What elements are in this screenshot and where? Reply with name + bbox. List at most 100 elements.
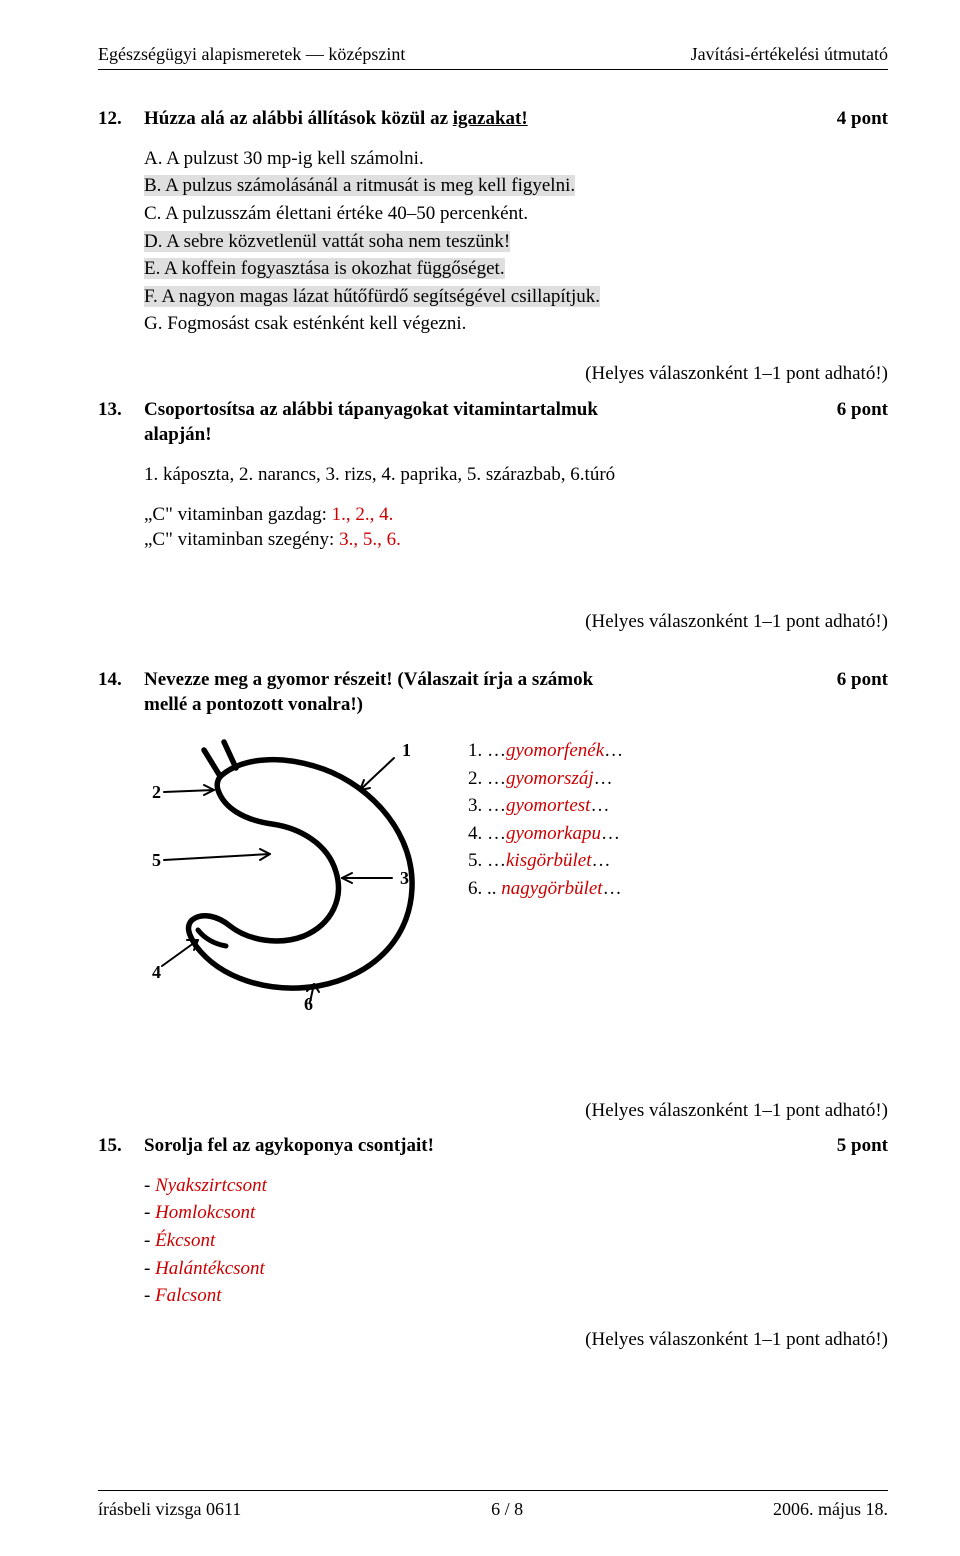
q14-a2-dots: … <box>482 768 506 789</box>
q12-title-underline: igazakat! <box>453 108 528 129</box>
svg-text:3: 3 <box>400 868 409 888</box>
page: Egészségügyi alapismeretek — középszint … <box>0 0 960 1556</box>
q14-a2: 2. …gyomorszáj… <box>468 766 623 792</box>
q14-a6-dots2: … <box>603 878 622 899</box>
q15-v3: Ékcsont <box>155 1230 215 1251</box>
header-left: Egészségügyi alapismeretek — középszint <box>98 44 405 65</box>
q14-a3-dots2: … <box>590 795 609 816</box>
q15-number: 15. <box>98 1133 144 1159</box>
q12-stmt-c: C. A pulzusszám élettani értéke 40–50 pe… <box>144 201 888 227</box>
q15-row: 15. Sorolja fel az agykoponya csontjait!… <box>98 1133 888 1159</box>
q13-title: Csoportosítsa az alábbi tápanyagokat vit… <box>144 397 837 448</box>
q14-figure: 1 2 3 4 5 6 <box>144 730 444 1018</box>
q14-a6-num: 6. <box>468 878 482 899</box>
q14-title-l2: mellé a pontozott vonalra!) <box>144 694 363 715</box>
q15-b1: - <box>144 1175 155 1196</box>
svg-text:1: 1 <box>402 740 411 760</box>
q15-b2: - <box>144 1202 155 1223</box>
svg-text:6: 6 <box>304 994 313 1010</box>
q13-note: (Helyes válaszonként 1–1 pont adható!) <box>98 609 888 635</box>
q12-stmt-d-hl: D. A sebre közvetlenül vattát soha nem t… <box>144 231 510 252</box>
q14-note: (Helyes válaszonként 1–1 pont adható!) <box>98 1098 888 1124</box>
q14-a1-num: 1. <box>468 740 482 761</box>
header-row: Egészségügyi alapismeretek — középszint … <box>98 44 888 65</box>
q14-a5-dots2: … <box>592 850 611 871</box>
q12-stmt-f-hl: F. A nagyon magas lázat hűtőfürdő segíts… <box>144 286 600 307</box>
q12-stmt-a: A. A pulzust 30 mp-ig kell számolni. <box>144 146 888 172</box>
q12-stmt-b-hl: B. A pulzus számolásánál a ritmusát is m… <box>144 175 575 196</box>
q14-row: 14. Nevezze meg a gyomor részeit! (Válas… <box>98 667 888 718</box>
q15-points: 5 pont <box>837 1133 888 1159</box>
q14-a2-num: 2. <box>468 768 482 789</box>
q12-stmt-d: D. A sebre közvetlenül vattát soha nem t… <box>144 229 888 255</box>
q15-v4: Halántékcsont <box>155 1258 265 1279</box>
q15-b4: - <box>144 1258 155 1279</box>
q15-a5: - Falcsont <box>144 1283 888 1309</box>
svg-text:2: 2 <box>152 782 161 802</box>
q15-b5: - <box>144 1285 155 1306</box>
q14-a6-dots: .. <box>482 878 496 899</box>
q12-stmt-f: F. A nagyon magas lázat hűtőfürdő segíts… <box>144 284 888 310</box>
q12-stmt-g: G. Fogmosást csak esténként kell végezni… <box>144 311 888 337</box>
q14-title: Nevezze meg a gyomor részeit! (Válaszait… <box>144 667 837 718</box>
q15-answers: - Nyakszirtcsont - Homlokcsont - Ékcsont… <box>144 1173 888 1309</box>
q14-a4-dots2: … <box>601 823 620 844</box>
svg-text:4: 4 <box>152 962 161 982</box>
q14-a2-dots2: … <box>594 768 613 789</box>
q14-figure-row: 1 2 3 4 5 6 1. …gyomorfenék… 2. …gyomors… <box>144 730 888 1018</box>
header-rule <box>98 69 888 70</box>
spacer <box>98 577 888 599</box>
q14-a5-dots: … <box>482 850 506 871</box>
q14-a5-num: 5. <box>468 850 482 871</box>
footer-rule <box>98 1490 888 1491</box>
spacer <box>98 1018 888 1088</box>
q14-a1-dots: … <box>482 740 506 761</box>
q15-v2: Homlokcsont <box>155 1202 255 1223</box>
q14-a1: 1. …gyomorfenék… <box>468 738 623 764</box>
svg-text:5: 5 <box>152 850 161 870</box>
q14-a3-val: gyomortest <box>506 795 590 816</box>
q13-title-l1: Csoportosítsa az alábbi tápanyagokat vit… <box>144 399 598 420</box>
q15-a2: - Homlokcsont <box>144 1200 888 1226</box>
q14-answers: 1. …gyomorfenék… 2. …gyomorszáj… 3. …gyo… <box>468 730 623 904</box>
q14-a3-dots: … <box>482 795 506 816</box>
q13-number: 13. <box>98 397 144 448</box>
q12-stmt-b: B. A pulzus számolásánál a ritmusát is m… <box>144 173 888 199</box>
q14-a2-val: gyomorszáj <box>506 768 594 789</box>
q15-v5: Falcsont <box>155 1285 222 1306</box>
q12-statements: A. A pulzust 30 mp-ig kell számolni. B. … <box>144 146 888 337</box>
q15-a1: - Nyakszirtcsont <box>144 1173 888 1199</box>
q14-a3: 3. …gyomortest… <box>468 793 623 819</box>
q15-title: Sorolja fel az agykoponya csontjait! <box>144 1133 837 1159</box>
footer-left: írásbeli vizsga 0611 <box>98 1499 241 1520</box>
q13-answers: „C" vitaminban gazdag: 1., 2., 4. „C" vi… <box>144 502 888 553</box>
q14-a6-val: nagygörbület <box>497 878 603 899</box>
q14-points: 6 pont <box>837 667 888 718</box>
q12-note: (Helyes válaszonként 1–1 pont adható!) <box>98 361 888 387</box>
q12-points: 4 pont <box>837 106 888 132</box>
q14-title-l1: Nevezze meg a gyomor részeit! (Válaszait… <box>144 669 593 690</box>
q15-note: (Helyes válaszonként 1–1 pont adható!) <box>98 1327 888 1353</box>
q14-a4-val: gyomorkapu <box>506 823 601 844</box>
q12-stmt-e-hl: E. A koffein fogyasztása is okozhat függ… <box>144 258 505 279</box>
q15-a4: - Halántékcsont <box>144 1256 888 1282</box>
q14-a1-val: gyomorfenék <box>506 740 604 761</box>
q12-number: 12. <box>98 106 144 132</box>
q15-b3: - <box>144 1230 155 1251</box>
q14-a4-num: 4. <box>468 823 482 844</box>
q13-poor-values: 3., 5., 6. <box>339 529 401 550</box>
q14-number: 14. <box>98 667 144 718</box>
q14-a3-num: 3. <box>468 795 482 816</box>
q12-stmt-e: E. A koffein fogyasztása is okozhat függ… <box>144 256 888 282</box>
q14-a1-dots2: … <box>604 740 623 761</box>
header-right: Javítási-értékelési útmutató <box>691 44 888 65</box>
q13-rich-label: „C" vitaminban gazdag: <box>144 504 332 525</box>
q13-title-l2: alapján! <box>144 424 212 445</box>
q13-poor-line: „C" vitaminban szegény: 3., 5., 6. <box>144 527 888 553</box>
footer-center: 6 / 8 <box>241 1499 773 1520</box>
q15-a3: - Ékcsont <box>144 1228 888 1254</box>
q13-items: 1. káposzta, 2. narancs, 3. rizs, 4. pap… <box>144 462 888 488</box>
q14-a5: 5. …kisgörbület… <box>468 848 623 874</box>
q14-a6: 6. .. nagygörbület… <box>468 876 623 902</box>
q14-a4-dots: … <box>482 823 506 844</box>
